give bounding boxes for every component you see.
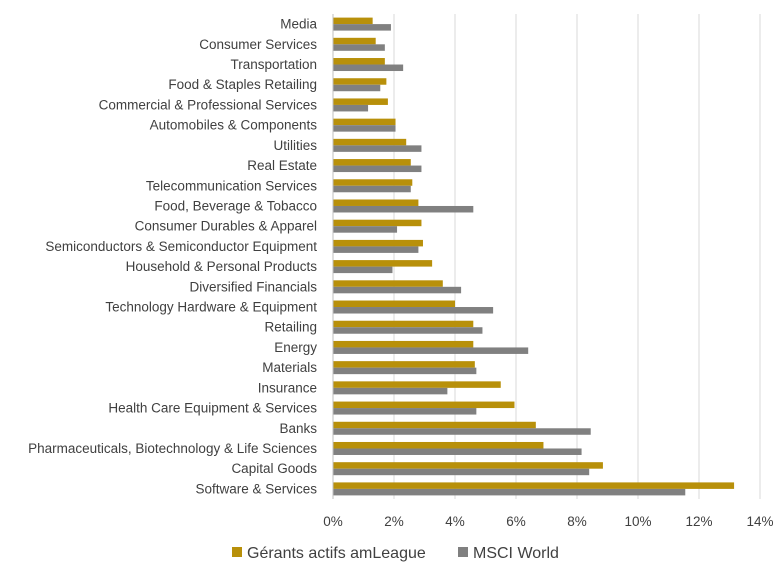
category-label: Software & Services — [195, 481, 317, 496]
bar-series-1 — [333, 44, 385, 51]
category-label: Capital Goods — [231, 461, 317, 476]
bar-series-0 — [333, 401, 515, 409]
bar-series-0 — [333, 361, 475, 368]
category-label: Pharmaceuticals, Biotechnology & Life Sc… — [28, 441, 317, 456]
category-label: Retailing — [264, 320, 317, 335]
legend-swatch-series-1 — [458, 547, 468, 557]
category-label: Diversified Financials — [189, 279, 317, 294]
category-label: Health Care Equipment & Services — [108, 401, 317, 416]
bar-series-0 — [333, 421, 536, 429]
bar-series-1 — [333, 226, 398, 233]
bar-series-1 — [333, 64, 404, 72]
bars — [333, 17, 735, 496]
bar-series-0 — [333, 159, 411, 166]
x-tick-label: 14% — [746, 514, 773, 529]
category-label: Insurance — [258, 380, 317, 395]
bar-series-0 — [333, 280, 443, 287]
category-label: Semiconductors & Semiconductor Equipment — [45, 239, 317, 254]
bar-series-1 — [333, 347, 529, 354]
legend-label-series-0: Gérants actifs amLeague — [247, 545, 426, 562]
category-labels: Media Consumer Services Transportation Food… — [28, 17, 317, 497]
bar-series-1 — [333, 84, 381, 92]
bar-series-1 — [333, 387, 448, 395]
category-label: Real Estate — [247, 158, 317, 173]
x-tick-label: 8% — [567, 514, 587, 529]
category-label: Consumer Durables & Apparel — [135, 219, 317, 234]
category-label: Media — [280, 17, 317, 32]
category-label: Transportation — [230, 57, 317, 72]
x-tick-labels: 0% 2% 4% 6% 8% 10% 12% 14% — [323, 514, 773, 529]
bar-series-1 — [333, 367, 477, 375]
x-tick-label: 12% — [685, 514, 712, 529]
category-label: Food & Staples Retailing — [168, 77, 317, 92]
legend: Gérants actifs amLeague MSCI World — [232, 545, 559, 562]
category-label: Utilities — [273, 138, 317, 153]
bar-series-0 — [333, 482, 735, 489]
x-tick-label: 0% — [323, 514, 343, 529]
bar-series-0 — [333, 300, 455, 308]
legend-swatch-series-0 — [232, 547, 242, 557]
category-label: Food, Beverage & Tobacco — [154, 198, 317, 213]
category-label: Banks — [279, 421, 317, 436]
bar-series-1 — [333, 24, 391, 31]
bar-series-1 — [333, 104, 369, 112]
legend-label-series-1: MSCI World — [473, 545, 559, 562]
bar-series-1 — [333, 327, 483, 334]
category-label: Automobiles & Components — [150, 118, 318, 133]
bar-series-0 — [333, 340, 474, 348]
bar-series-1 — [333, 468, 590, 476]
bar-series-1 — [333, 145, 422, 152]
bar-series-0 — [333, 219, 422, 227]
bar-series-0 — [333, 58, 385, 65]
x-tick-label: 2% — [384, 514, 404, 529]
bar-series-0 — [333, 462, 603, 469]
bar-series-1 — [333, 185, 411, 193]
x-tick-label: 10% — [624, 514, 651, 529]
bar-series-0 — [333, 138, 407, 146]
category-label: Household & Personal Products — [126, 259, 318, 274]
bar-series-1 — [333, 286, 462, 294]
bar-series-0 — [333, 320, 474, 328]
category-label: Consumer Services — [199, 37, 317, 52]
bar-series-1 — [333, 428, 591, 435]
category-label: Materials — [262, 360, 317, 375]
bar-series-0 — [333, 199, 419, 206]
bar-series-0 — [333, 239, 423, 247]
bar-series-0 — [333, 179, 413, 186]
bar-series-0 — [333, 37, 376, 45]
category-label: Technology Hardware & Equipment — [105, 300, 317, 315]
bar-series-1 — [333, 408, 477, 415]
x-tick-label: 6% — [506, 514, 526, 529]
bar-series-1 — [333, 307, 494, 314]
x-tick-label: 4% — [445, 514, 465, 529]
bar-series-0 — [333, 78, 387, 85]
bar-series-1 — [333, 205, 474, 213]
bar-series-0 — [333, 260, 433, 267]
bar-series-1 — [333, 448, 582, 455]
bar-series-1 — [333, 125, 396, 132]
bar-series-0 — [333, 98, 388, 105]
bar-series-1 — [333, 246, 419, 253]
bar-series-1 — [333, 266, 393, 274]
bar-series-0 — [333, 17, 373, 25]
bar-series-1 — [333, 488, 686, 496]
bar-series-0 — [333, 381, 501, 388]
bar-series-1 — [333, 165, 422, 173]
bar-series-0 — [333, 118, 396, 126]
category-label: Energy — [274, 340, 317, 355]
gridlines — [393, 14, 761, 499]
category-label: Commercial & Professional Services — [99, 97, 318, 112]
bar-series-0 — [333, 441, 544, 449]
category-label: Telecommunication Services — [146, 178, 317, 193]
